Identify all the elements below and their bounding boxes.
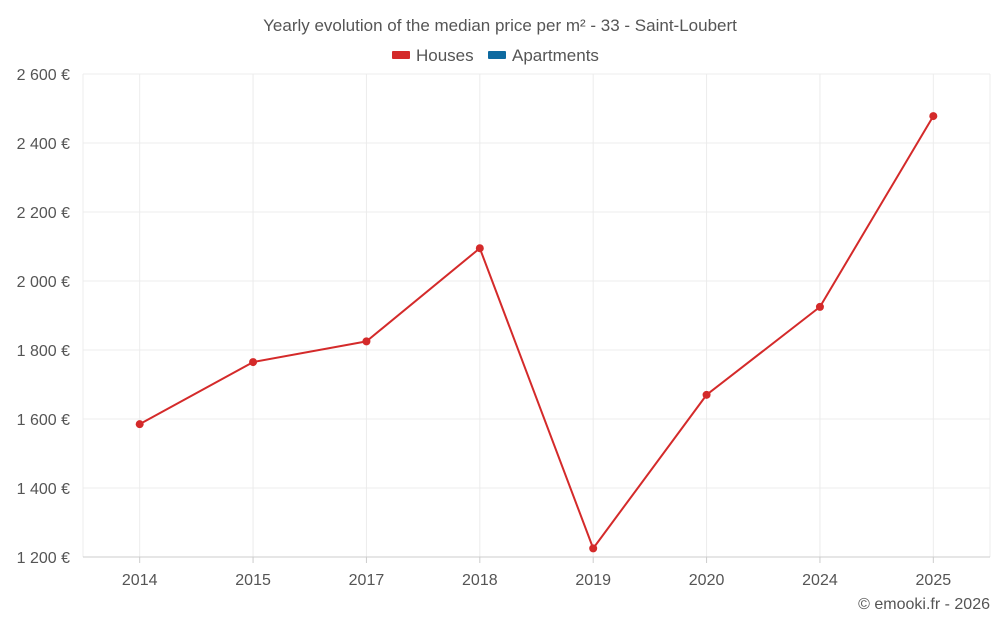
x-tick-label: 2024 xyxy=(802,572,838,589)
data-point-houses[interactable] xyxy=(249,358,258,367)
legend-item-houses[interactable]: Houses xyxy=(392,46,474,65)
y-tick-label: 2 600 € xyxy=(17,67,70,84)
y-tick-label: 1 400 € xyxy=(17,481,70,498)
credit-text[interactable]: © emooki.fr - 2026 xyxy=(858,596,990,613)
x-tick-label: 2017 xyxy=(349,572,385,589)
y-tick-label: 2 200 € xyxy=(17,205,70,222)
y-tick-label: 1 800 € xyxy=(17,343,70,360)
x-tick-label: 2015 xyxy=(235,572,271,589)
data-point-houses[interactable] xyxy=(815,302,824,311)
grid xyxy=(82,73,991,557)
legend-item-apartments[interactable]: Apartments xyxy=(488,46,599,65)
x-tick-label: 2025 xyxy=(916,572,952,589)
x-tick-label: 2020 xyxy=(689,572,725,589)
data-point-houses[interactable] xyxy=(702,390,711,399)
chart-title: Yearly evolution of the median price per… xyxy=(263,16,737,35)
legend-label-houses: Houses xyxy=(416,46,474,65)
y-tick-label: 2 000 € xyxy=(17,274,70,291)
series-line-houses xyxy=(139,115,935,550)
legend: Houses Apartments xyxy=(392,46,599,65)
series-houses xyxy=(135,112,938,553)
data-point-houses[interactable] xyxy=(929,112,938,121)
data-point-houses[interactable] xyxy=(362,337,371,346)
y-tick-label: 2 400 € xyxy=(17,136,70,153)
x-tick-label: 2018 xyxy=(462,572,498,589)
x-tick-label: 2014 xyxy=(122,572,158,589)
x-axis: 2014 2015 2017 2018 2019 2020 2024 2025 xyxy=(83,556,990,589)
x-tick-label: 2019 xyxy=(575,572,611,589)
y-tick-label: 1 200 € xyxy=(17,550,70,567)
y-tick-label: 1 600 € xyxy=(17,412,70,429)
legend-swatch-apartments xyxy=(488,51,506,59)
data-point-houses[interactable] xyxy=(589,544,598,553)
y-axis: 1 200 € 1 400 € 1 600 € 1 800 € 2 000 € 2 200… xyxy=(17,67,70,567)
data-point-houses[interactable] xyxy=(135,420,144,429)
data-point-houses[interactable] xyxy=(475,244,484,253)
legend-label-apartments: Apartments xyxy=(512,46,599,65)
legend-swatch-houses xyxy=(392,51,410,59)
